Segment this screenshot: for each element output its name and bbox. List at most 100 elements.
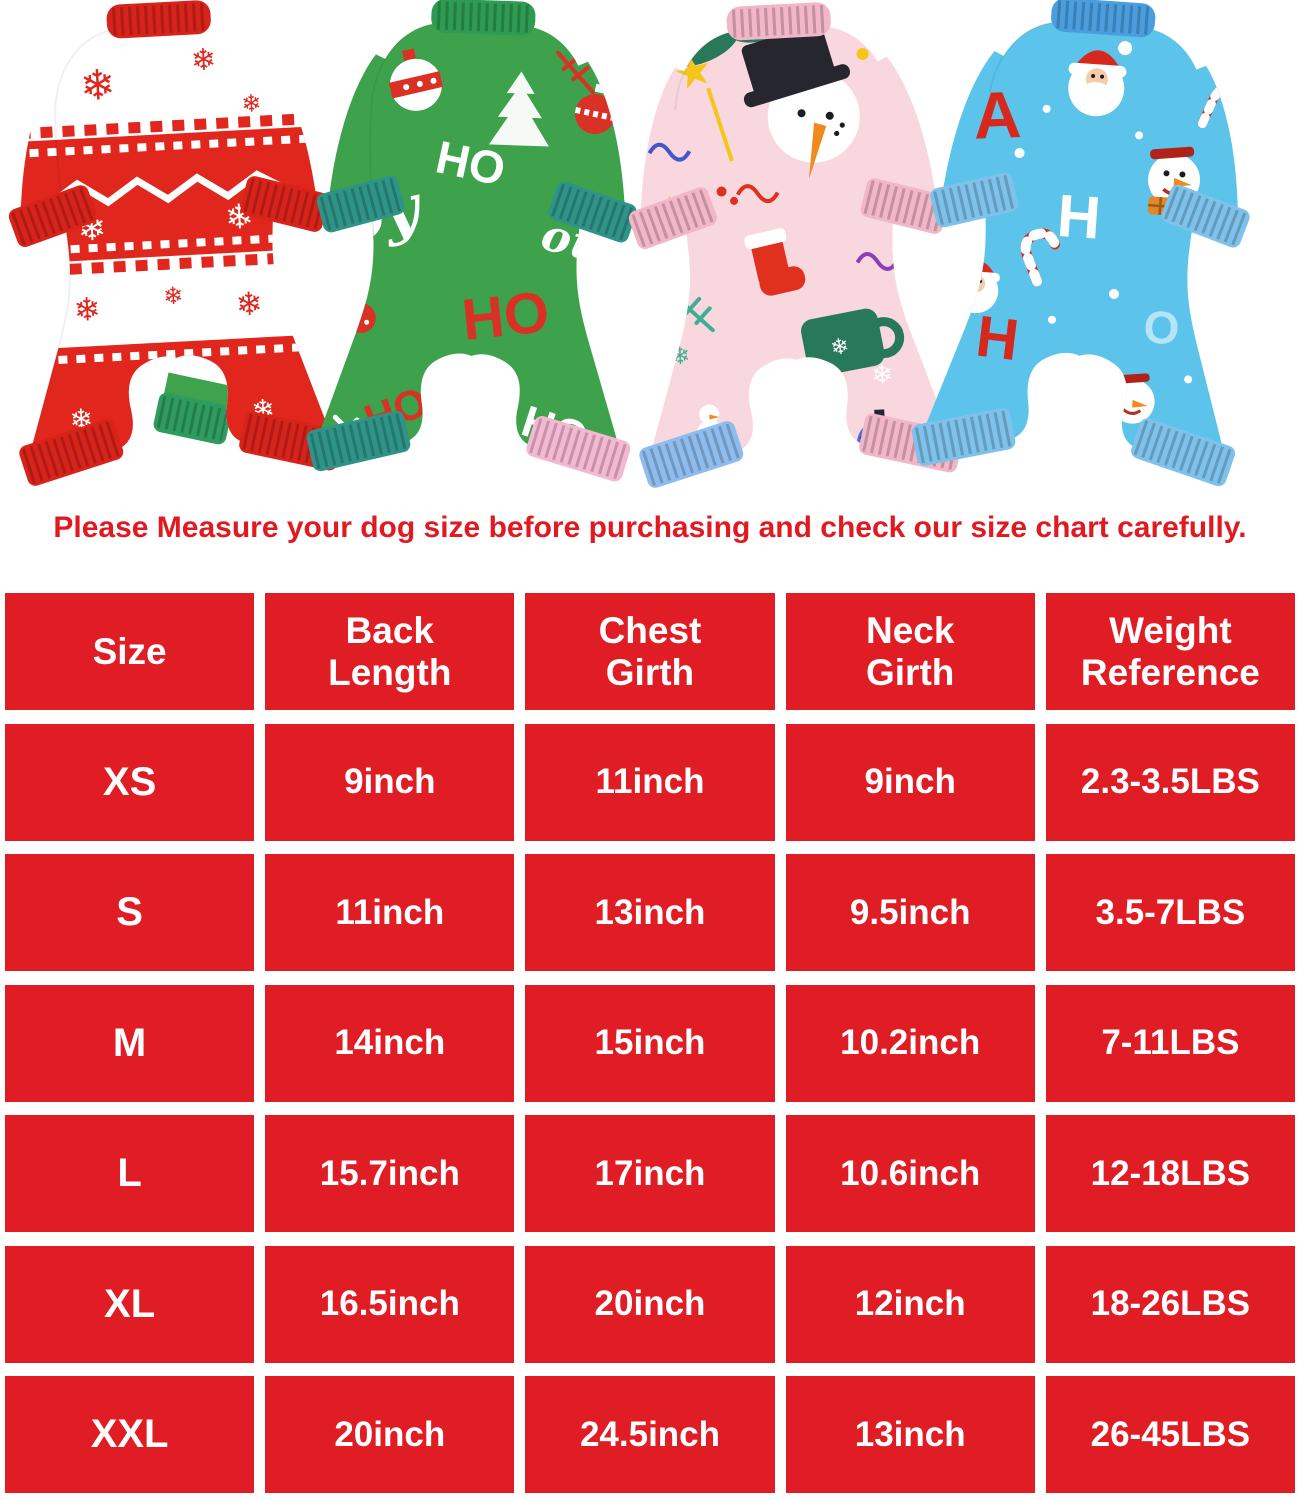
cell-xs-weight: 2.3-3.5LBS — [1045, 723, 1295, 841]
pajama-red-nordic: ❄ ❄ ❄ ❄ ❄ ❄ ❄ ❄ ❄ ❄ — [0, 0, 356, 503]
cell-xxl-back-length: 20inch — [265, 1376, 515, 1493]
right-sleeve-cuff — [1161, 184, 1250, 248]
garment-text-ho: HO — [459, 279, 552, 353]
snowman-icon — [1147, 146, 1201, 218]
left-sleeve-cuff — [316, 175, 405, 233]
header-cell-back-length: Back Length — [265, 593, 515, 710]
cell-s-back-length: 11inch — [265, 854, 515, 971]
candy-cane-icon — [1020, 228, 1060, 287]
pajama-pink-snowman: ★ ★ ★ ❄ — [605, 0, 976, 505]
cell-xxl-chest-girth: 24.5inch — [525, 1376, 775, 1493]
body — [923, 20, 1224, 471]
left-sleeve-cuff — [628, 187, 717, 250]
confetti-dot — [856, 47, 869, 60]
garment-letter-h: H — [1055, 182, 1103, 252]
tree-icon — [488, 71, 549, 147]
collar — [726, 2, 831, 41]
pajama-blue-santa: A H H O — [898, 0, 1277, 503]
cell-xl-size: XL — [5, 1245, 255, 1363]
star-icon: ★ — [902, 73, 923, 99]
snowflake-icon: ❄ — [241, 90, 262, 118]
left-leg-cuff — [639, 421, 744, 488]
cell-l-size: L — [5, 1115, 255, 1232]
cell-xl-weight: 18-26LBS — [1045, 1245, 1295, 1363]
header-cell-size: Size — [5, 593, 255, 710]
pajama-green-hohoho: oy HO HO HO HO ou — [294, 0, 656, 498]
snowflake-icon: ❄ — [163, 282, 184, 310]
collar — [1051, 0, 1156, 38]
snowflake-icon: ❄ — [871, 359, 894, 390]
garment-letter-a: A — [972, 77, 1022, 153]
cell-l-weight: 12-18LBS — [1045, 1115, 1295, 1232]
left-sleeve-cuff — [930, 172, 1018, 228]
snowflake-icon: ❄ — [1027, 366, 1051, 397]
cell-s-chest-girth: 13inch — [525, 854, 775, 971]
cell-xxl-weight: 26-45LBS — [1045, 1376, 1295, 1493]
cell-s-size: S — [5, 854, 255, 971]
left-sleeve-cuff — [8, 185, 97, 248]
snowman-icon — [741, 24, 860, 179]
snowflake-icon: ❄ — [669, 342, 690, 370]
cell-xs-chest-girth: 11inch — [525, 723, 775, 841]
cell-l-chest-girth: 17inch — [525, 1115, 775, 1232]
pajama-red-nordic-illustration: ❄ ❄ ❄ ❄ ❄ ❄ ❄ ❄ ❄ ❄ — [8, 0, 343, 486]
cell-xl-chest-girth: 20inch — [525, 1245, 775, 1363]
left-leg-cuff — [911, 408, 1016, 466]
size-chart-table: Size Back Length Chest Girth Neck Girth … — [5, 593, 1295, 1493]
cell-m-neck-girth: 10.2inch — [785, 984, 1035, 1102]
snowflake-icon: ❄ — [828, 333, 851, 361]
candy-cane-icon — [1061, 404, 1100, 460]
cell-s-weight: 3.5-7LBS — [1045, 854, 1295, 971]
cell-m-chest-girth: 15inch — [525, 984, 775, 1102]
berry-dot — [730, 196, 739, 205]
right-leg-cuff — [1131, 418, 1236, 487]
right-leg-cuff — [526, 416, 631, 482]
header-cell-weight-reference: Weight Reference — [1045, 593, 1295, 710]
pajama-blue-santa-illustration: A H H O — [911, 0, 1253, 487]
stocking-icon — [744, 228, 806, 296]
body — [318, 20, 619, 467]
confetti-squiggle — [735, 184, 780, 204]
cell-xl-neck-girth: 12inch — [785, 1245, 1035, 1363]
right-sleeve-cuff — [548, 181, 637, 243]
santa-icon — [1068, 41, 1133, 117]
cell-m-back-length: 14inch — [265, 984, 515, 1102]
cell-xl-back-length: 16.5inch — [265, 1245, 515, 1363]
snowflake-icon: ❄ — [1191, 244, 1224, 287]
cell-xxl-size: XXL — [5, 1376, 255, 1493]
cell-xs-back-length: 9inch — [265, 723, 515, 841]
snowflake-icon: ❄ — [79, 61, 117, 110]
cell-l-back-length: 15.7inch — [265, 1115, 515, 1232]
pajama-green-hohoho-illustration: oy HO HO HO HO ou — [306, 0, 637, 482]
left-leg-cuff — [19, 419, 124, 486]
cell-m-weight: 7-11LBS — [1045, 984, 1295, 1102]
confetti-squiggle — [855, 252, 900, 271]
cell-l-neck-girth: 10.6inch — [785, 1115, 1035, 1232]
left-leg-cuff — [306, 410, 411, 472]
cell-xs-neck-girth: 9inch — [785, 723, 1035, 841]
snowflake-icon: ❄ — [190, 43, 217, 77]
snowflake-icon: ❄ — [73, 291, 102, 328]
snow-dots — [1014, 104, 1193, 384]
collar — [431, 0, 536, 36]
right-sleeve-cuff — [240, 176, 329, 232]
star-wand — [706, 87, 734, 162]
ornament-icon — [388, 48, 444, 111]
header-cell-chest-girth: Chest Girth — [525, 593, 775, 710]
right-sleeve-cuff — [860, 178, 949, 234]
header-cell-neck-girth: Neck Girth — [785, 593, 1035, 710]
garment-letter-h: H — [973, 303, 1022, 373]
cell-m-size: M — [5, 984, 255, 1102]
collar — [106, 0, 211, 39]
cell-xxl-neck-girth: 13inch — [785, 1376, 1035, 1493]
snowflake-icon: ❄ — [235, 285, 264, 322]
cell-xs-size: XS — [5, 723, 255, 841]
berry-dot — [716, 186, 727, 197]
size-warning-text: Please Measure your dog size before purc… — [53, 511, 1247, 544]
garment-letter-o: O — [1142, 300, 1181, 354]
carrot-nose — [809, 122, 827, 179]
green-cuff-peek — [153, 372, 234, 445]
pajama-gallery: ❄ ❄ ❄ ❄ ❄ ❄ ❄ ❄ ❄ ❄ — [0, 0, 1300, 500]
confetti-squiggle — [647, 142, 692, 162]
